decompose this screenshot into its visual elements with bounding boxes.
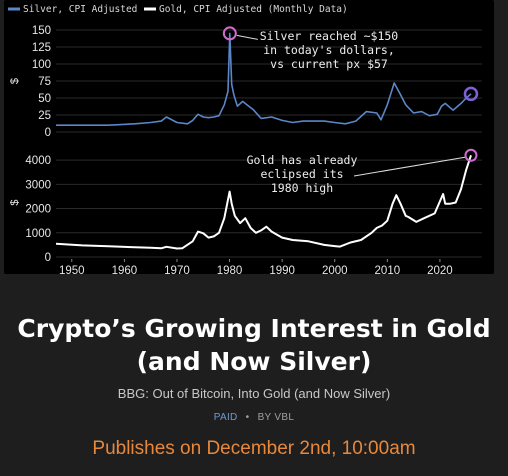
silver-annotation-line-1: in today's dollars, bbox=[263, 43, 395, 57]
meta-separator: • bbox=[245, 412, 250, 423]
silver-peak-leader bbox=[236, 34, 258, 40]
publish-note: Publishes on December 2nd, 10:00am bbox=[92, 438, 416, 459]
x-tick-label-1970: 1970 bbox=[164, 265, 190, 274]
y-axis-label-p0: $ bbox=[9, 78, 21, 84]
y-tick-label-p0-150: 150 bbox=[32, 25, 51, 37]
silver-current-marker bbox=[463, 86, 479, 102]
silver-peak-marker bbox=[222, 26, 237, 41]
gold-leader bbox=[353, 156, 466, 177]
gold-annotation-line-0: Gold has already bbox=[247, 153, 358, 167]
x-tick-label-1980: 1980 bbox=[217, 265, 243, 274]
y-tick-label-p0-25: 25 bbox=[38, 110, 51, 122]
gold-annotation-line-1: eclipsed its bbox=[260, 167, 343, 181]
x-tick-label-1990: 1990 bbox=[269, 265, 295, 274]
x-tick-label-2000: 2000 bbox=[322, 265, 348, 274]
chart-panel: Silver, CPI Adjusted Gold, CPI Adjusted (… bbox=[4, 0, 494, 274]
y-tick-label-p1-0: 0 bbox=[45, 252, 51, 264]
y-tick-label-p0-50: 50 bbox=[38, 93, 51, 105]
silver-annotation-line-0: Silver reached ~$150 bbox=[260, 29, 399, 43]
x-tick-label-2010: 2010 bbox=[375, 265, 401, 274]
legend-entry-0: Silver, CPI Adjusted bbox=[23, 4, 137, 15]
y-tick-label-p1-1000: 1000 bbox=[25, 228, 51, 240]
y-axis-label-p1: $ bbox=[9, 199, 21, 205]
y-tick-label-p1-4000: 4000 bbox=[25, 155, 51, 167]
series-line-silver bbox=[56, 32, 472, 126]
post-subtitle: BBG: Out of Bitcoin, Into Gold (and Now … bbox=[117, 386, 391, 401]
y-tick-label-p0-0: 0 bbox=[45, 127, 51, 139]
x-tick-label-2020: 2020 bbox=[427, 265, 453, 274]
silver-annotation-line-2: vs current px $57 bbox=[270, 57, 388, 71]
y-tick-label-p0-125: 125 bbox=[32, 42, 51, 54]
y-tick-label-p0-75: 75 bbox=[38, 76, 51, 88]
x-tick-label-1950: 1950 bbox=[59, 265, 85, 274]
legend-entry-1: Gold, CPI Adjusted (Monthly Data) bbox=[159, 4, 348, 15]
series-line-gold bbox=[55, 154, 472, 250]
gold-current-marker bbox=[464, 148, 478, 162]
y-tick-label-p1-3000: 3000 bbox=[25, 179, 51, 191]
chart: Silver, CPI Adjusted Gold, CPI Adjusted (… bbox=[8, 4, 482, 274]
x-tick-label-1960: 1960 bbox=[112, 265, 138, 274]
y-tick-label-p0-100: 100 bbox=[32, 59, 51, 71]
post-meta: PAID • BY VBL bbox=[0, 412, 508, 423]
paid-badge: PAID bbox=[213, 412, 238, 423]
post-title[interactable]: Crypto’s Growing Interest in Gold (and N… bbox=[17, 314, 491, 376]
gold-annotation-line-2: 1980 high bbox=[271, 181, 333, 195]
byline[interactable]: BY VBL bbox=[257, 412, 295, 423]
y-tick-label-p1-2000: 2000 bbox=[25, 204, 51, 216]
